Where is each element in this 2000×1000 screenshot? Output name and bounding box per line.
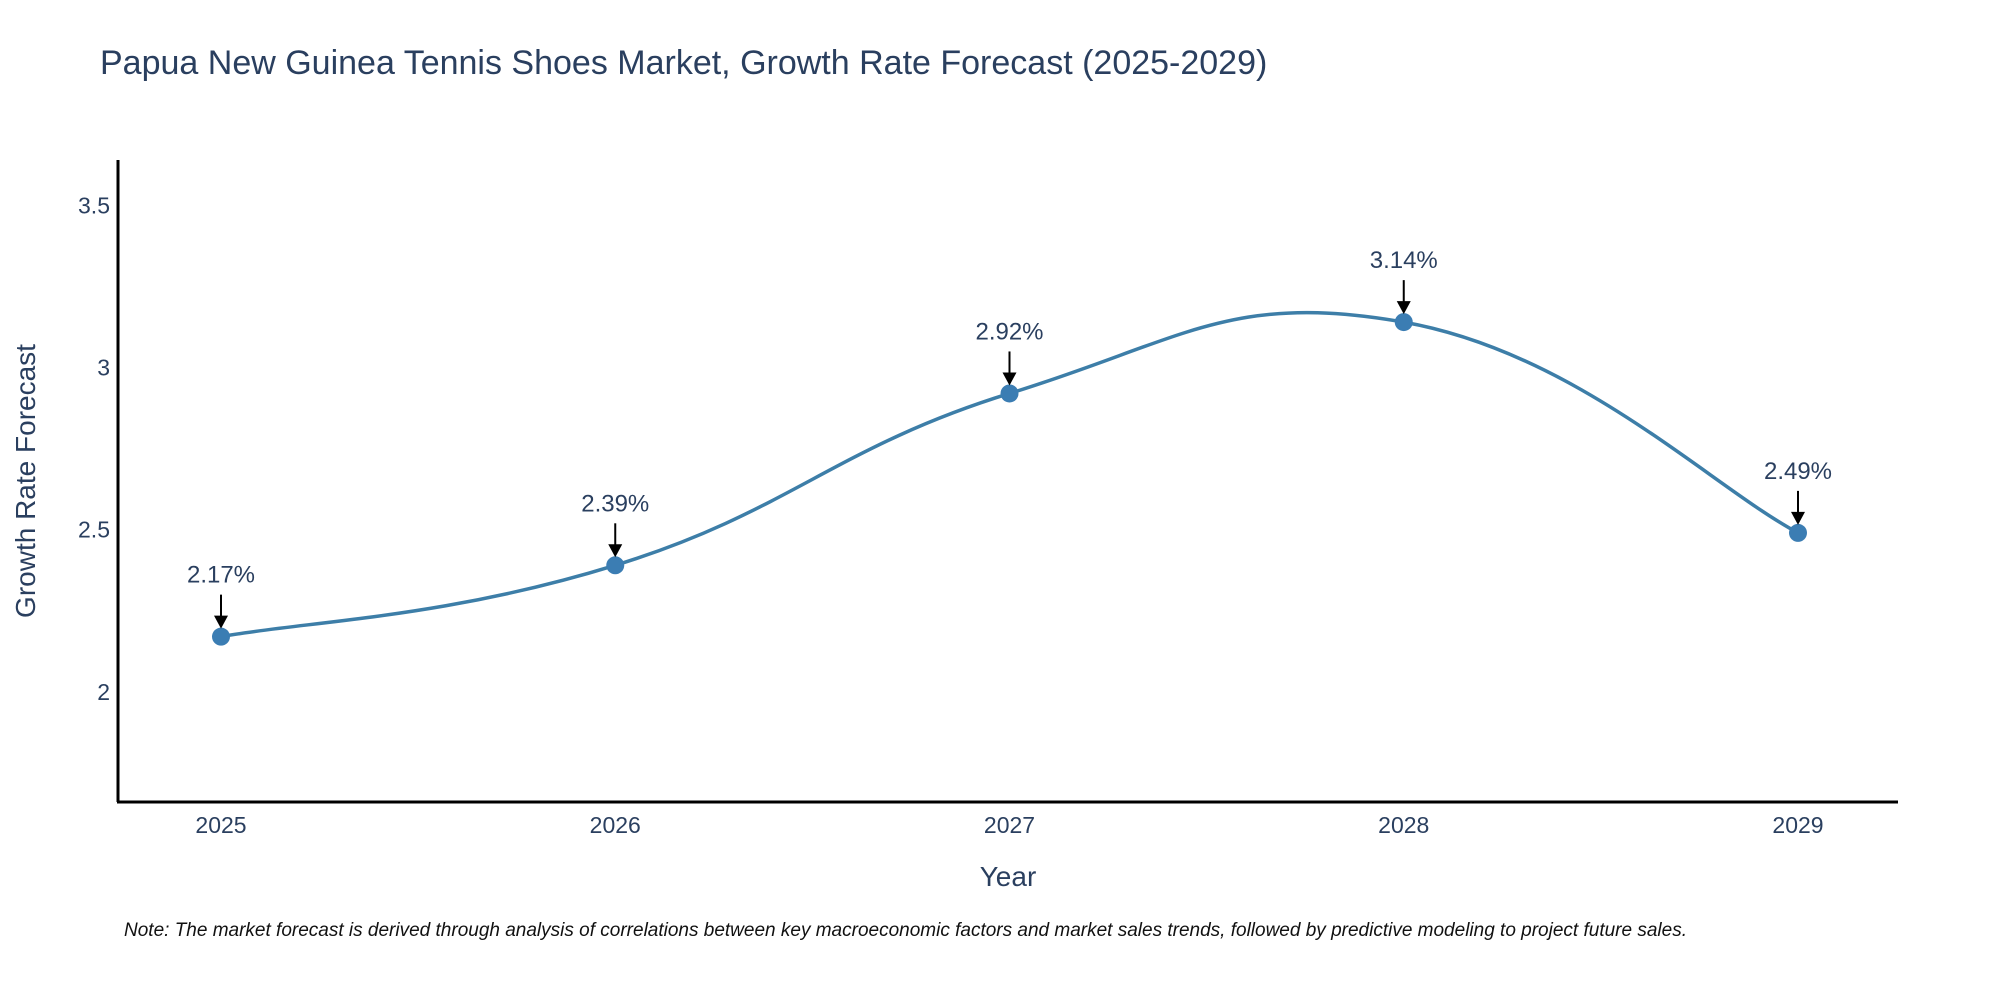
annotation-arrow-head: [214, 615, 228, 629]
footnote: Note: The market forecast is derived thr…: [124, 920, 1687, 941]
y-tick-label: 2: [97, 679, 110, 705]
data-label: 2.17%: [187, 562, 255, 589]
x-tick-label: 2029: [1772, 812, 1823, 838]
annotation-arrow-head: [1791, 511, 1805, 525]
data-points: [212, 313, 1807, 646]
y-axis-ticks: 2 2.5 3 3.5: [78, 192, 110, 704]
x-tick-label: 2027: [984, 812, 1035, 838]
y-tick-label: 3: [97, 355, 110, 381]
data-annotations: 2.17% 2.39% 2.92% 3.14% 2.49%: [187, 247, 1832, 629]
data-point-marker: [606, 556, 625, 575]
x-tick-label: 2026: [590, 812, 641, 838]
y-tick-label: 3.5: [78, 192, 110, 218]
data-point-marker: [212, 627, 230, 646]
chart-title: Papua New Guinea Tennis Shoes Market, Gr…: [100, 44, 1268, 82]
data-point-marker: [1000, 384, 1019, 403]
annotation-arrow-head: [1396, 301, 1411, 315]
annotation-arrow-head: [608, 544, 623, 558]
annotation-arrow-head: [1002, 372, 1017, 386]
y-tick-label: 2.5: [78, 517, 110, 543]
data-label: 3.14%: [1370, 247, 1438, 274]
data-point-marker: [1394, 313, 1413, 332]
x-tick-label: 2025: [195, 812, 246, 838]
x-axis-title: Year: [980, 861, 1037, 892]
data-label: 2.39%: [581, 490, 649, 517]
x-axis-ticks: 2025 2026 2027 2028 2029: [195, 812, 1823, 838]
data-label: 2.92%: [975, 318, 1043, 345]
data-point-marker: [1789, 523, 1807, 542]
data-label: 2.49%: [1764, 458, 1832, 485]
y-axis-title: Growth Rate Forecast: [10, 344, 41, 618]
x-tick-label: 2028: [1378, 812, 1429, 838]
